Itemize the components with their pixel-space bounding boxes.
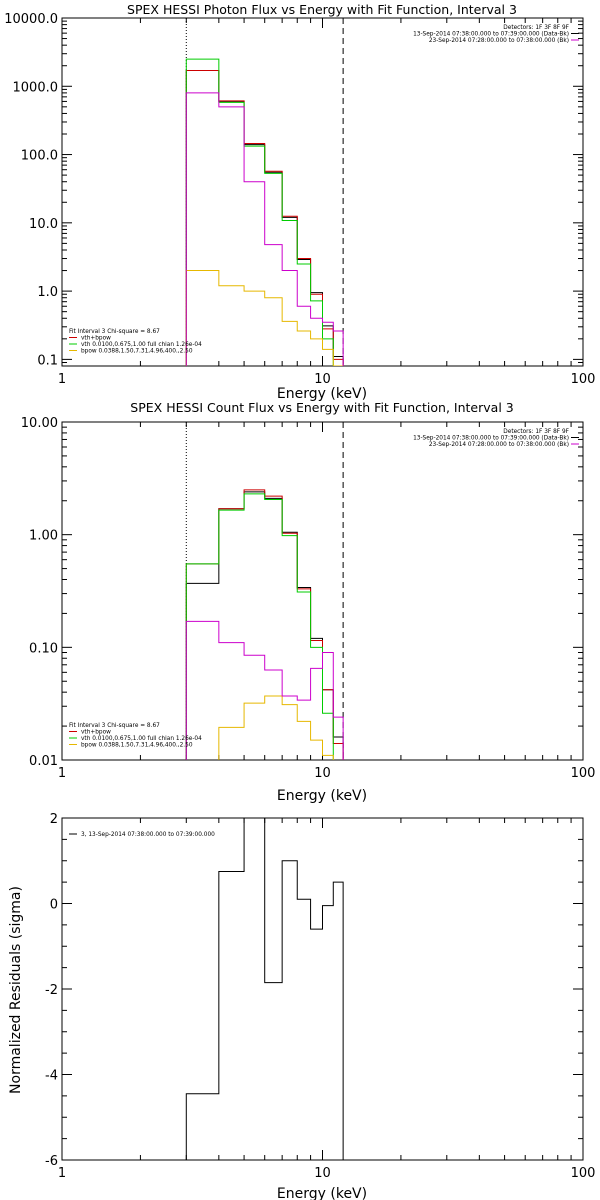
count-flux-series-bkg: [185, 620, 344, 760]
count-flux-legend-entry: bpow 0.0388,1.50,7.31,4.96,400.,2.50: [81, 743, 193, 749]
photon-flux-legend-entry: vth 0.0100,0.675,1.00 full chian 1.26e-0…: [81, 342, 202, 348]
count-flux-x-tick-label: 100: [571, 766, 596, 781]
count-flux-series-data: [185, 491, 344, 760]
photon-flux-fit-info: Fit Interval 3 Chi-square = 8.67: [69, 329, 160, 335]
residuals-data: [185, 818, 344, 1160]
photon-flux-y-tick-label: 10000.0: [4, 12, 58, 27]
photon-flux-series-bpow: [185, 270, 344, 366]
photon-flux-y-tick-label: 0.1: [37, 353, 58, 368]
count-flux-legend-entry: vth+bpow: [81, 730, 111, 736]
count-flux-y-tick-label: 10.00: [21, 416, 58, 431]
residuals-y-tick-label: 2: [50, 812, 58, 827]
residuals-y-tick-label: -4: [45, 1069, 58, 1084]
photon-flux-detectors-label: Detectors: 1F 3F 8F 9F: [503, 25, 569, 31]
residuals-y-tick-label: -2: [45, 983, 58, 998]
count-flux-y-tick-label: 0.01: [29, 754, 58, 769]
photon-flux-x-tick-label: 1: [58, 372, 66, 387]
residuals-legend-entry: 3, 13-Sep-2014 07:38:00.000 to 07:39:00.…: [81, 832, 215, 838]
residuals-xlabel: Energy (keV): [277, 1186, 367, 1200]
residuals-y-tick-label: 0: [50, 898, 58, 913]
count-flux-series-vth: [185, 493, 334, 760]
count-flux-y-tick-label: 1.00: [29, 529, 58, 544]
photon-flux-y-tick-label: 1000.0: [13, 80, 59, 95]
photon-flux-series-fit_total: [185, 70, 344, 366]
photon-flux-x-tick-label: 10: [314, 372, 331, 387]
count-flux-xlabel: Energy (keV): [277, 788, 367, 804]
count-flux-legend-entry: 23-Sep-2014 07:28:00.000 to 07:38:00.000…: [429, 442, 569, 448]
photon-flux-x-tick-label: 100: [571, 372, 596, 387]
residuals-ylabel: Normalized Residuals (sigma): [8, 886, 24, 1094]
photon-flux-y-tick-label: 1.0: [37, 285, 58, 300]
residuals-plot-frame: [61, 817, 584, 1161]
photon-flux-legend-entry: 23-Sep-2014 07:28:00.000 to 07:38:00.000…: [429, 38, 569, 44]
count-flux-series-fit_total: [185, 489, 344, 760]
photon-flux-y-tick-label: 10.0: [29, 217, 58, 232]
photon-flux-y-tick-label: 100.0: [21, 149, 58, 164]
residuals-x-tick-label: 100: [571, 1166, 596, 1181]
photon-flux-legend-entry: bpow 0.0388,1.50,7.31,4.96,400.,2.50: [81, 349, 193, 355]
photon-flux-xlabel: Energy (keV): [277, 386, 367, 402]
count-flux-detectors-label: Detectors: 1F 3F 8F 9F: [503, 429, 569, 435]
residuals-panel: Energy (keV) Normalized Residuals (sigma…: [8, 812, 595, 1200]
photon-flux-series-vth: [185, 58, 334, 366]
count-flux-legend-entry: 13-Sep-2014 07:38:00.000 to 07:39:00.000…: [413, 436, 569, 442]
photon-flux-panel: SPEX HESSI Photon Flux vs Energy with Fi…: [4, 2, 595, 402]
residuals-x-tick-label: 1: [58, 1166, 66, 1181]
residuals-series-residuals: [185, 818, 344, 1160]
residuals-x-tick-label: 10: [314, 1166, 331, 1181]
photon-flux-legend-entry: vth+bpow: [81, 336, 111, 342]
photon-flux-legend-entry: 13-Sep-2014 07:38:00.000 to 07:39:00.000…: [413, 32, 569, 38]
photon-flux-data: [185, 18, 344, 366]
count-flux-data: [185, 422, 344, 760]
photon-flux-series-bkg: [185, 92, 344, 366]
count-flux-y-tick-label: 0.10: [29, 641, 58, 656]
count-flux-legend-entry: vth 0.0100,0.675,1.00 full chian 1.26e-0…: [81, 736, 202, 742]
count-flux-x-tick-label: 10: [314, 766, 331, 781]
count-flux-fit-info: Fit Interval 3 Chi-square = 8.67: [69, 723, 160, 729]
count-flux-title: SPEX HESSI Count Flux vs Energy with Fit…: [130, 400, 513, 415]
count-flux-panel: SPEX HESSI Count Flux vs Energy with Fit…: [21, 400, 596, 804]
photon-flux-title: SPEX HESSI Photon Flux vs Energy with Fi…: [127, 2, 517, 17]
residuals-y-tick-label: -6: [45, 1154, 58, 1169]
count-flux-x-tick-label: 1: [58, 766, 66, 781]
count-flux-series-bpow: [218, 695, 334, 760]
